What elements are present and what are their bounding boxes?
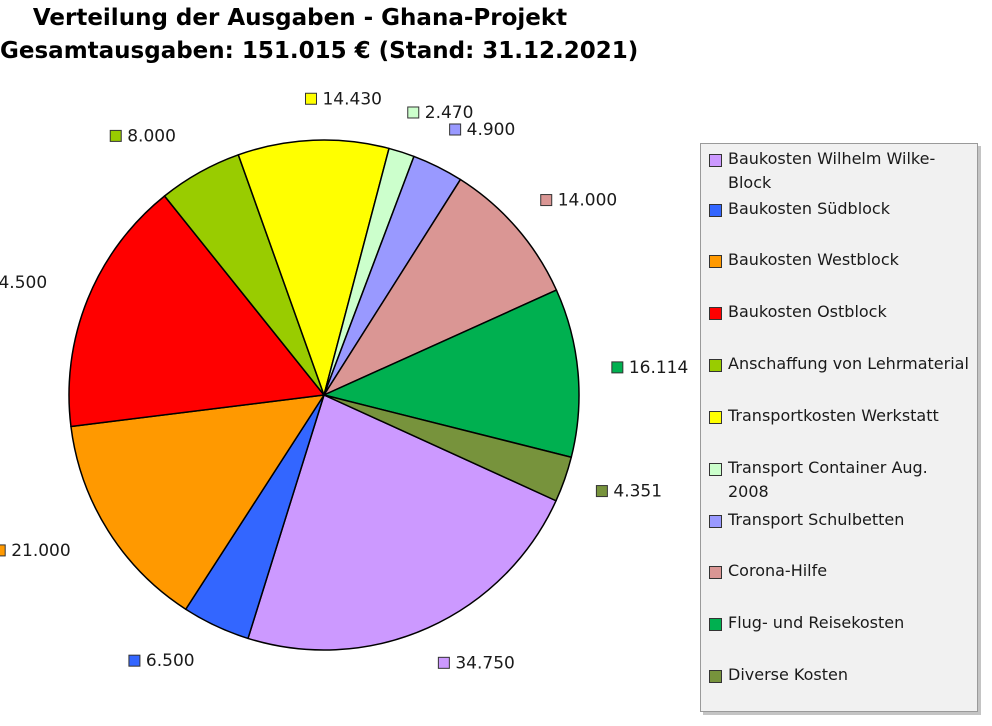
legend-label: Baukosten Westblock: [728, 250, 899, 269]
data-label: 6.500: [128, 651, 195, 671]
data-label-text: 4.900: [467, 120, 516, 140]
data-label-swatch: [128, 654, 141, 667]
data-label-text: 2.470: [425, 103, 474, 123]
legend-label: Anschaffung von Lehrmaterial: [728, 354, 969, 373]
data-label-text: 16.114: [629, 358, 688, 378]
data-label-text: 24.500: [0, 273, 47, 293]
legend-item: Baukosten Südblock: [709, 197, 977, 221]
data-label-text: 34.750: [455, 653, 514, 673]
legend-item: Transport Schulbetten: [709, 508, 977, 532]
pie-slice: [68, 195, 325, 428]
legend-swatch: [709, 515, 722, 528]
data-label-swatch: [0, 544, 6, 557]
pie-slices: [68, 139, 580, 651]
legend-swatch: [709, 154, 722, 167]
legend-swatch: [709, 411, 722, 424]
chart-legend: Baukosten Wilhelm Wilke-Block Baukosten …: [700, 143, 978, 712]
legend-swatch: [709, 204, 722, 217]
legend-item: Corona-Hilfe: [709, 559, 977, 583]
data-label-swatch: [595, 485, 608, 498]
data-label-swatch: [449, 123, 462, 136]
legend-label: Baukosten Ostblock: [728, 302, 887, 321]
chart-title-line2: Gesamtausgaben: 151.015 € (Stand: 31.12.…: [0, 38, 639, 64]
legend-label: Diverse Kosten: [728, 665, 848, 684]
data-label: 4.900: [449, 120, 516, 140]
legend-item: Baukosten Ostblock: [709, 300, 977, 324]
chart-title: Verteilung der Ausgaben - Ghana-Projekt …: [0, 2, 639, 68]
legend-item: Flug- und Reisekosten: [709, 611, 977, 635]
pie-slice: [247, 394, 557, 651]
data-label: 21.000: [0, 541, 71, 561]
legend-label: Corona-Hilfe: [728, 561, 828, 580]
legend-swatch: [709, 566, 722, 579]
legend-item: Transportkosten Werkstatt: [709, 404, 977, 428]
legend-item: Anschaffung von Lehrmaterial: [709, 352, 977, 376]
data-label: 34.750: [437, 653, 515, 673]
data-label-text: 4.351: [613, 482, 662, 502]
data-label: 4.351: [595, 482, 662, 502]
data-label: 16.114: [611, 358, 688, 378]
chart-title-line1: Verteilung der Ausgaben - Ghana-Projekt: [32, 5, 568, 31]
legend-label: Transport Container Aug. 2008: [728, 458, 928, 501]
pie-slice: [323, 394, 573, 502]
pie-data-labels: 34.7506.50021.00024.5008.00014.4302.4704…: [0, 89, 688, 673]
data-label: 14.430: [304, 89, 382, 109]
pie-slice: [323, 289, 580, 458]
data-label-text: 14.000: [558, 191, 617, 211]
legend-item: Diverse Kosten: [709, 663, 977, 687]
legend-swatch: [709, 255, 722, 268]
legend-label: Transport Schulbetten: [728, 510, 905, 529]
legend-label: Transportkosten Werkstatt: [728, 406, 939, 425]
pie-slice: [237, 139, 390, 396]
data-label-swatch: [407, 106, 420, 119]
legend-label: Baukosten Südblock: [728, 199, 890, 218]
data-label: 8.000: [109, 126, 176, 146]
legend-label: Baukosten Wilhelm Wilke-Block: [728, 149, 936, 192]
legend-swatch: [709, 618, 722, 631]
data-label-swatch: [540, 194, 553, 207]
legend-label: Flug- und Reisekosten: [728, 613, 905, 632]
legend-item: Transport Container Aug. 2008: [709, 456, 977, 504]
legend-swatch: [709, 463, 722, 476]
legend-swatch: [709, 670, 722, 683]
legend-swatch: [709, 307, 722, 320]
data-label: 2.470: [407, 103, 474, 123]
data-label-text: 21.000: [11, 541, 70, 561]
legend-item: Baukosten Westblock: [709, 248, 977, 272]
data-label-swatch: [611, 361, 624, 374]
data-label-text: 6.500: [146, 651, 195, 671]
data-label-swatch: [437, 656, 450, 669]
data-label-text: 14.430: [322, 89, 381, 109]
legend-swatch: [709, 359, 722, 372]
data-label: 24.500: [0, 273, 47, 293]
data-label-text: 8.000: [127, 126, 176, 146]
legend-item: Baukosten Wilhelm Wilke-Block: [709, 147, 977, 195]
data-label-swatch: [304, 92, 317, 105]
data-label: 14.000: [540, 191, 617, 211]
data-label-swatch: [109, 129, 122, 142]
pie-slice: [323, 178, 558, 396]
pie-slice: [70, 394, 325, 611]
